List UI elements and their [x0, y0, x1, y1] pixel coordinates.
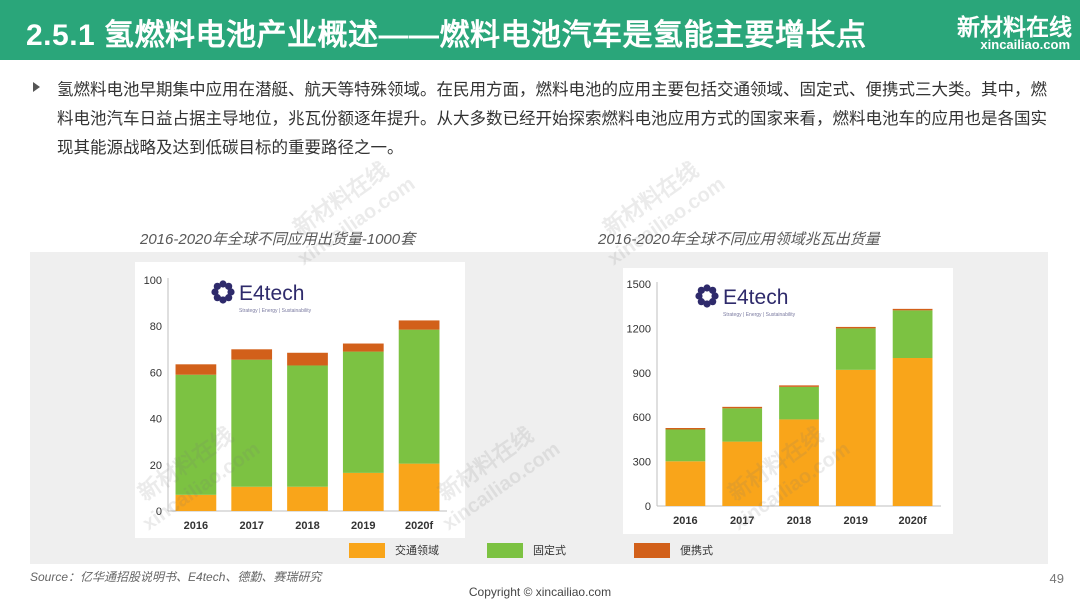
- brand-logo[interactable]: 新材料在线 xincailiao.com: [952, 4, 1072, 56]
- header-bar: 2.5.1 氢燃料电池产业概述——燃料电池汽车是氢能主要增长点 新材料在线 xi…: [0, 0, 1080, 60]
- e4tech-logo-icon: [211, 288, 219, 296]
- y-tick-label: 100: [144, 275, 162, 287]
- x-tick-label: 2017: [239, 520, 263, 532]
- bar-segment: [779, 385, 819, 387]
- x-tick-label: 2016: [673, 515, 697, 527]
- x-tick-label: 2019: [844, 515, 868, 527]
- page-number: 49: [1049, 571, 1064, 586]
- y-tick-label: 1500: [627, 279, 651, 291]
- source-note: Source：亿华通招股说明书、E4tech、德勤、赛瑞研究: [30, 570, 322, 584]
- e4tech-logo-tagline: Strategy | Energy | Sustainability: [239, 308, 312, 314]
- x-tick-label: 2020f: [405, 520, 433, 532]
- y-tick-label: 20: [150, 460, 162, 472]
- y-tick-label: 40: [150, 414, 162, 426]
- bar-segment: [835, 326, 876, 329]
- bar-segment: [231, 359, 273, 487]
- bar-segment: [342, 472, 384, 511]
- copyright-text: Copyright © xincailiao.com: [468, 585, 612, 599]
- y-tick-label: 80: [150, 321, 162, 333]
- e4tech-logo-icon: [697, 286, 705, 294]
- bar-segment: [892, 358, 933, 506]
- x-tick-label: 2018: [295, 520, 319, 532]
- bar-segment: [722, 441, 763, 506]
- chart-megawatt-shipment: 0 300 600 900 1200 1500 2016 2017 2018 2019 2020f E…: [627, 279, 941, 527]
- e4tech-logo-icon: [219, 296, 227, 304]
- bar-segment: [892, 308, 933, 311]
- bar-segment: [342, 343, 384, 352]
- chart-panel-right: 0 300 600 900 1200 1500 2016 2017 2018 2019 2020f E…: [623, 268, 953, 534]
- e4tech-logo-icon: [703, 284, 711, 292]
- bar-segment: [779, 419, 819, 506]
- bar-segment: [342, 351, 384, 473]
- bar-segment: [287, 486, 328, 511]
- bullet-arrow-icon: [33, 82, 40, 92]
- legend-label-portable: 便携式: [680, 545, 713, 557]
- bar-segment: [231, 486, 273, 511]
- bar-segment: [175, 364, 217, 375]
- chart-panel-left: 0 20 40 60 80 100 2016 2017 2018 2019 2020f E4tech S…: [135, 262, 465, 538]
- y-tick-label: 1200: [627, 323, 651, 335]
- chart-units-shipment: 0 20 40 60 80 100 2016 2017 2018 2019 2020f E4tech S…: [144, 275, 447, 532]
- bar-segment: [287, 365, 328, 487]
- legend-swatch-portable: [634, 543, 670, 558]
- e4tech-logo-icon: [709, 298, 717, 306]
- e4tech-logo-icon: [225, 294, 233, 302]
- e4tech-logo-icon-center: [218, 287, 228, 297]
- bar-segment: [231, 349, 273, 360]
- e4tech-logo: E4tech Strategy | Energy | Sustainability: [211, 280, 312, 314]
- e4tech-logo-text: E4tech: [239, 282, 304, 305]
- e4tech-logo-text: E4tech: [723, 286, 788, 309]
- bar-segment: [175, 374, 217, 495]
- page-title: 2.5.1 氢燃料电池产业概述——燃料电池汽车是氢能主要增长点: [26, 19, 867, 52]
- x-tick-label: 2017: [730, 515, 754, 527]
- e4tech-logo-icon: [219, 280, 227, 288]
- e4tech-logo-icon: [703, 300, 711, 308]
- bar-segment: [175, 494, 217, 511]
- e4tech-logo-tagline: Strategy | Energy | Sustainability: [723, 312, 796, 318]
- e4tech-logo-icon-center: [702, 291, 712, 301]
- e4tech-logo-icon: [227, 288, 235, 296]
- e4tech-logo-icon: [225, 282, 233, 290]
- e4tech-logo: E4tech Strategy | Energy | Sustainability: [695, 284, 796, 318]
- bar-segment: [722, 408, 763, 442]
- bar-segment: [779, 386, 819, 420]
- e4tech-logo-icon: [213, 294, 221, 302]
- legend-label-transport: 交通领域: [395, 545, 439, 557]
- bar-segment: [665, 461, 706, 506]
- y-tick-label: 900: [633, 368, 651, 380]
- bar-segment: [665, 429, 706, 462]
- chart-title-left: 2016-2020年全球不同应用出货量-1000套: [140, 231, 416, 248]
- x-tick-label: 2016: [184, 520, 208, 532]
- e4tech-logo-icon: [213, 282, 221, 290]
- x-tick-label: 2019: [351, 520, 375, 532]
- y-tick-label: 0: [156, 506, 162, 518]
- legend-swatch-stationary: [487, 543, 523, 558]
- chart-title-right: 2016-2020年全球不同应用领域兆瓦出货量: [598, 231, 880, 248]
- legend-swatch-transport: [349, 543, 385, 558]
- bar-segment: [398, 320, 440, 330]
- e4tech-logo-icon: [695, 292, 703, 300]
- y-tick-label: 60: [150, 367, 162, 379]
- y-tick-label: 600: [633, 412, 651, 424]
- y-tick-label: 300: [633, 457, 651, 469]
- bar-segment: [835, 369, 876, 506]
- bar-segment: [398, 329, 440, 464]
- x-tick-label: 2020f: [899, 515, 927, 527]
- bar-segment: [398, 463, 440, 511]
- bar-segment: [892, 310, 933, 358]
- legend-label-stationary: 固定式: [533, 545, 566, 557]
- bar-segment: [835, 328, 876, 370]
- y-tick-label: 0: [645, 501, 651, 513]
- brand-logo-subtext: xincailiao.com: [980, 37, 1070, 52]
- brand-logo-text: 新材料在线: [957, 14, 1072, 40]
- x-tick-label: 2018: [787, 515, 811, 527]
- e4tech-logo-icon: [697, 298, 705, 306]
- bar-segment: [287, 352, 328, 366]
- e4tech-logo-icon: [709, 286, 717, 294]
- bar-segment: [722, 406, 763, 409]
- bullet-text: 氢燃料电池早期集中应用在潜艇、航天等特殊领域。在民用方面，燃料电池的应用主要包括…: [57, 81, 1047, 157]
- bar-segment: [665, 428, 706, 430]
- e4tech-logo-icon: [711, 292, 719, 300]
